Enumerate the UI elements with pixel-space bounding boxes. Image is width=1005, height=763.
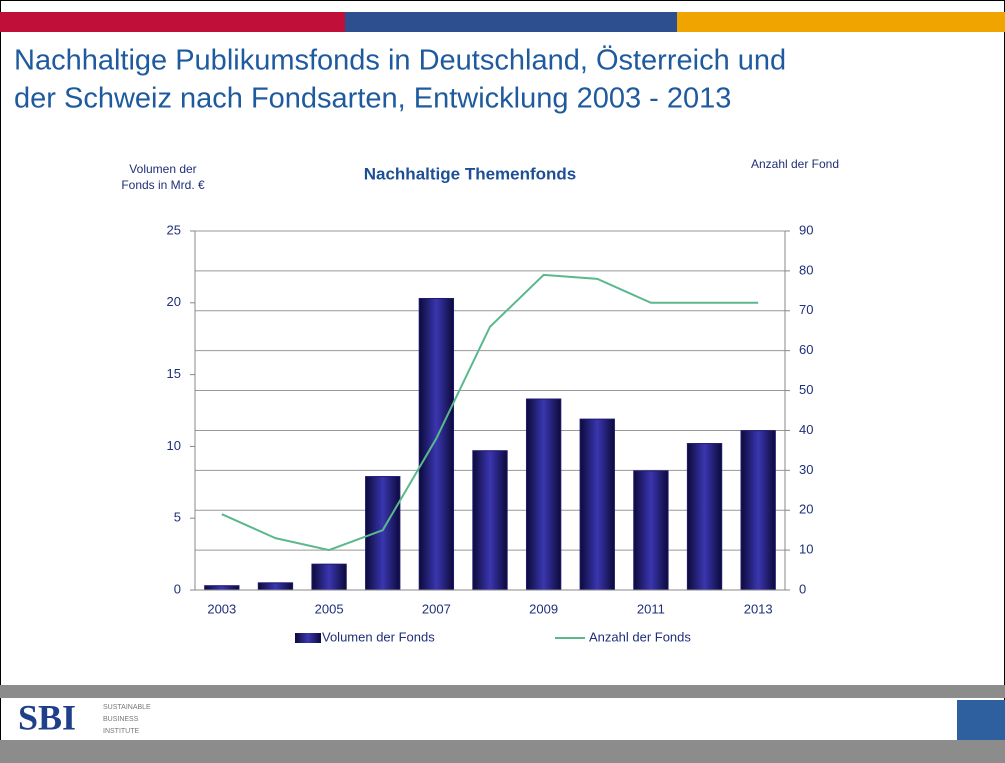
band-red: [0, 12, 345, 32]
y-axis-label: Fonds in Mrd. €: [121, 178, 205, 192]
x-tick-label: 2013: [744, 601, 773, 616]
y2-tick-label: 30: [799, 462, 813, 477]
legend-label: Volumen der Fonds: [322, 629, 435, 644]
y2-tick-label: 20: [799, 502, 813, 517]
y-tick-label: 20: [167, 294, 181, 309]
y-tick-label: 25: [167, 222, 181, 237]
y-axis-label: Volumen der: [129, 162, 196, 176]
y2-tick-label: 60: [799, 342, 813, 357]
slide-title: der Schweiz nach Fondsarten, Entwicklung…: [14, 83, 731, 115]
bar: [633, 470, 669, 591]
x-tick-label: 2009: [529, 601, 558, 616]
bar: [579, 418, 615, 591]
bar: [472, 450, 508, 591]
logo: SBI: [18, 697, 76, 737]
bar: [257, 582, 294, 591]
line: [221, 273, 759, 552]
slide-title: Nachhaltige Publikumsfonds in Deutschlan…: [14, 45, 786, 77]
bar: [740, 430, 776, 591]
chart-title: Nachhaltige Themenfonds: [364, 164, 577, 183]
x-tick-label: 2003: [207, 601, 236, 616]
y2-tick-label: 0: [799, 581, 806, 596]
x-tick-label: 2011: [637, 601, 665, 616]
logo-text: SUSTAINABLE: [103, 704, 151, 711]
y-tick-label: 0: [174, 581, 181, 596]
band-blue: [345, 12, 677, 32]
band-orange: [677, 12, 1005, 32]
logo-text: BUSINESS: [103, 716, 139, 723]
y-tick-label: 5: [174, 510, 181, 525]
y2-axis-label: Anzahl der Fond: [751, 157, 839, 171]
y-tick-label: 15: [167, 366, 181, 381]
y2-tick-label: 50: [799, 382, 813, 397]
x-tick-label: 2005: [315, 601, 344, 616]
bar: [365, 476, 401, 591]
legend-swatch: [295, 633, 321, 643]
footer-square: [957, 700, 1005, 740]
y-tick-label: 10: [167, 438, 181, 453]
y2-tick-label: 10: [799, 542, 813, 557]
bar: [525, 398, 562, 591]
x-tick-label: 2007: [422, 601, 451, 616]
bar: [311, 563, 347, 591]
y2-tick-label: 40: [799, 422, 813, 437]
y2-tick-label: 70: [799, 302, 813, 317]
y2-tick-label: 80: [799, 262, 813, 277]
bar: [686, 443, 723, 591]
bar: [204, 585, 240, 591]
logo-text: INSTITUTE: [103, 728, 139, 735]
legend-label: Anzahl der Fonds: [589, 629, 691, 644]
footer-bar: [0, 740, 1005, 763]
footer-bar: [0, 685, 1005, 698]
bar: [418, 297, 455, 591]
y2-tick-label: 90: [799, 222, 813, 237]
